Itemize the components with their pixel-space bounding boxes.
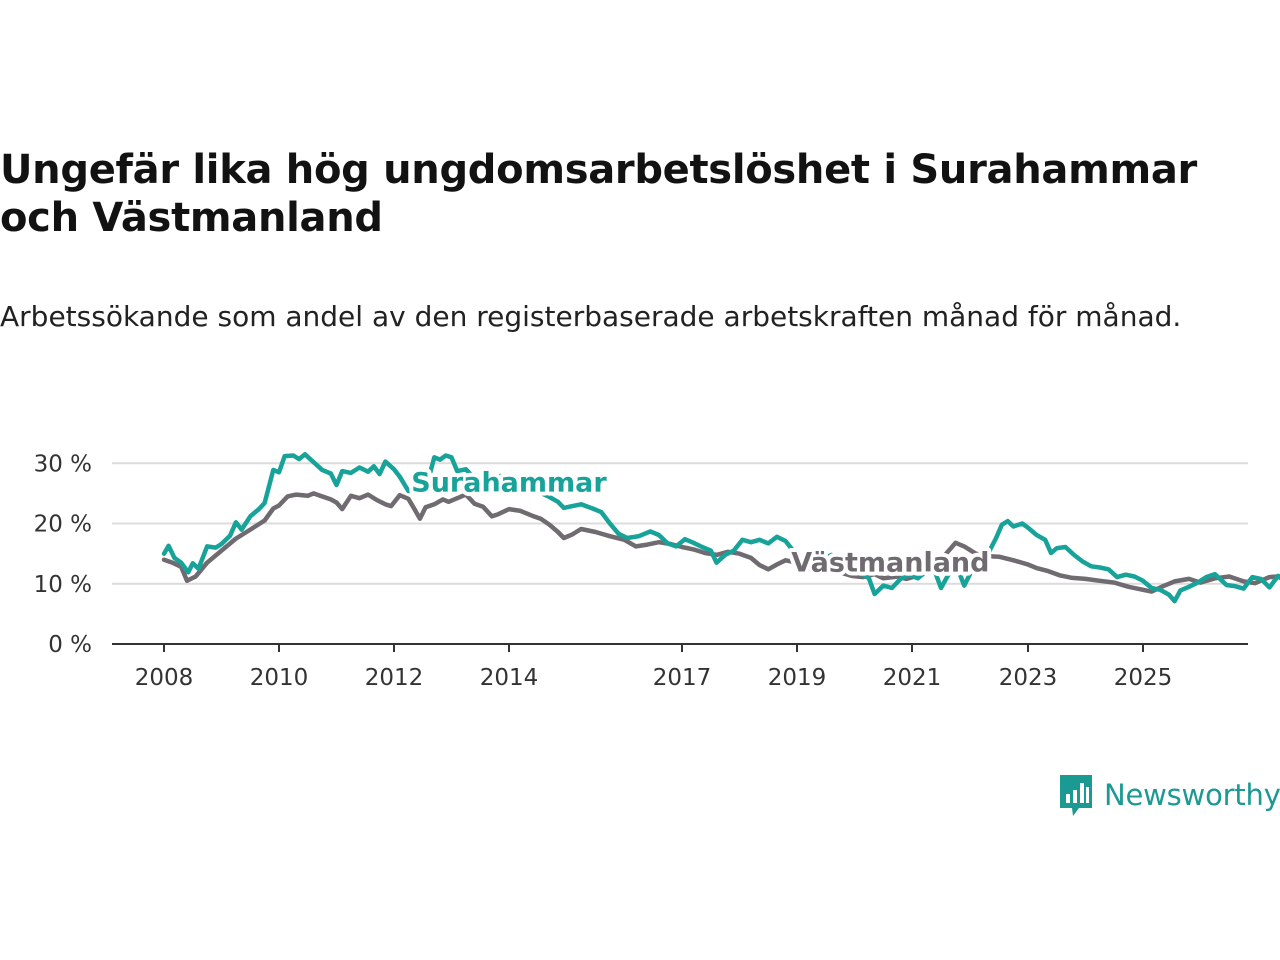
x-axis-ticks: 2008 2010 2012 2014 2017 2019 2021 2023 2025 [135, 644, 1173, 691]
y-tick-label: 10 % [34, 572, 92, 598]
x-tick-label: 2017 [653, 665, 712, 691]
series-label-v-stmanland: Västmanland [791, 548, 989, 579]
x-tick-label: 2008 [135, 665, 194, 691]
series-labels: VästmanlandVästmanlandSurahammarSurahamm… [407, 464, 993, 583]
x-tick-label: 2010 [250, 665, 309, 691]
series-line-surahammar [161, 452, 1280, 604]
logo-text: Newsworthy [1104, 778, 1280, 812]
chart-subtitle: Arbetssökande som andel av den registerb… [0, 300, 1182, 333]
series-label-surahammar: Surahammar [411, 468, 607, 499]
x-tick-label: 2019 [768, 665, 827, 691]
line-chart: 0 % 10 % 20 % 30 % 2008 2010 2012 2014 2017 2019… [34, 451, 1280, 691]
x-tick-label: 2023 [999, 665, 1058, 691]
x-tick-label: 2025 [1114, 665, 1173, 691]
bar-chart-speech-bubble-icon [1060, 775, 1092, 816]
y-tick-label: 0 % [48, 632, 92, 658]
gridlines [112, 462, 1248, 585]
series-line-v-stmanland [161, 491, 1280, 594]
chart-title: Ungefär lika hög ungdomsarbetslöshet i S… [0, 147, 1197, 241]
y-tick-label: 20 % [34, 512, 92, 538]
y-axis-ticks: 0 % 10 % 20 % 30 % [34, 451, 92, 658]
y-tick-label: 30 % [34, 451, 92, 477]
x-tick-label: 2012 [365, 665, 424, 691]
x-tick-label: 2014 [480, 665, 539, 691]
series-label-halo: Surahammar [411, 468, 607, 499]
series-label-halo: Västmanland [791, 548, 989, 579]
x-tick-label: 2021 [883, 665, 942, 691]
newsworthy-logo: Newsworthy [1058, 772, 1280, 818]
series-lines [161, 452, 1280, 604]
